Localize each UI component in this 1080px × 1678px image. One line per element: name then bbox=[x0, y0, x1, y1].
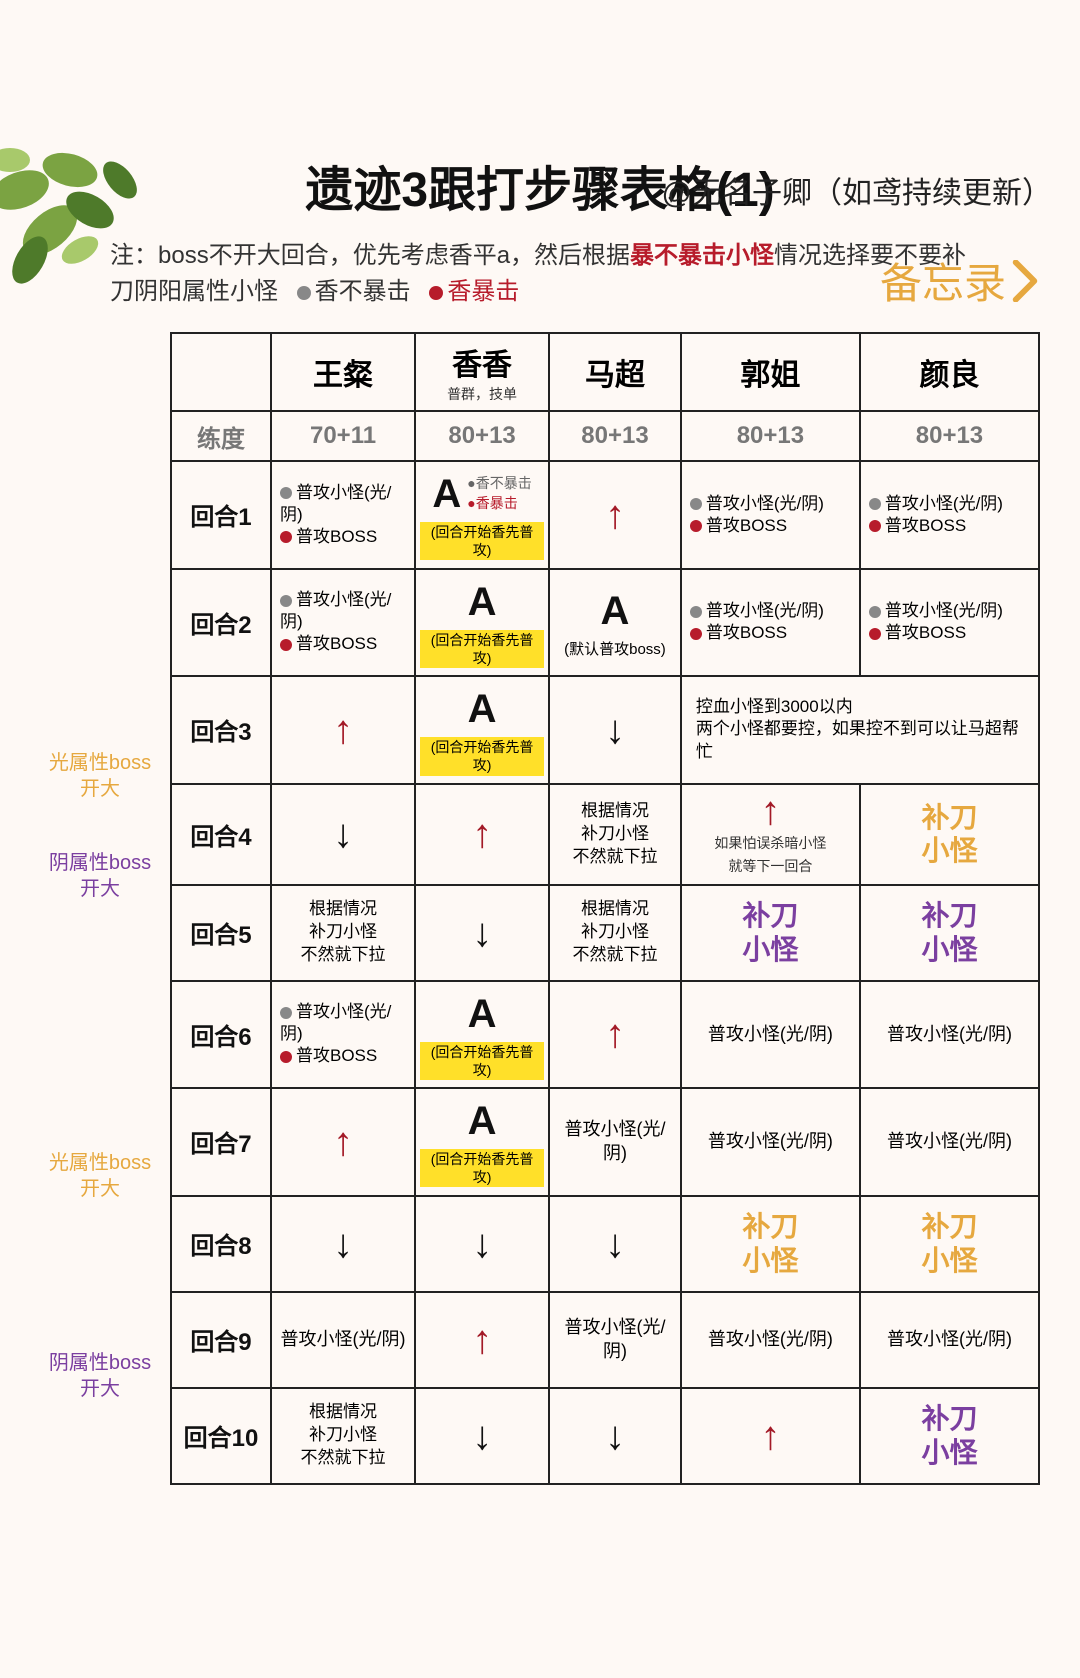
row-header: 回合8 bbox=[171, 1196, 271, 1292]
side-label-light-2: 光属性boss开大 bbox=[40, 1150, 160, 1202]
cell: ↓ bbox=[549, 676, 681, 784]
level-cell: 80+13 bbox=[415, 411, 549, 461]
cell: 根据情况补刀小怪不然就下拉 bbox=[271, 885, 415, 981]
cell: A(回合开始香先普攻) bbox=[415, 981, 549, 1089]
cell: 补刀小怪 bbox=[860, 784, 1039, 885]
cell: A ●香不暴击●香暴击 (回合开始香先普攻) bbox=[415, 461, 549, 569]
cell: ↓ bbox=[415, 1388, 549, 1484]
cell: 普攻小怪(光/阴)普攻BOSS bbox=[860, 569, 1039, 677]
cell: 补刀小怪 bbox=[681, 885, 860, 981]
cell: 补刀小怪 bbox=[860, 1388, 1039, 1484]
side-label-dark-2: 阴属性boss开大 bbox=[40, 1350, 160, 1402]
cell: 补刀小怪 bbox=[860, 1196, 1039, 1292]
row-header: 回合1 bbox=[171, 461, 271, 569]
cell: 普攻小怪(光/阴) bbox=[549, 1292, 681, 1388]
cell: 根据情况补刀小怪不然就下拉 bbox=[549, 784, 681, 885]
row-header: 回合6 bbox=[171, 981, 271, 1089]
level-cell: 70+11 bbox=[271, 411, 415, 461]
memo-label: 备忘录 bbox=[880, 250, 1006, 311]
cell: ↓ bbox=[271, 784, 415, 885]
row-header: 回合2 bbox=[171, 569, 271, 677]
corner-blank bbox=[171, 333, 271, 411]
cell: A(回合开始香先普攻) bbox=[415, 569, 549, 677]
side-label-dark-1: 阴属性boss开大 bbox=[40, 850, 160, 902]
side-label-light-1: 光属性boss开大 bbox=[40, 750, 160, 802]
row-header: 回合9 bbox=[171, 1292, 271, 1388]
col-header: 王粲 bbox=[271, 333, 415, 411]
cell: ↑ bbox=[415, 784, 549, 885]
cell: ↑ bbox=[681, 1388, 860, 1484]
cell: 普攻小怪(光/阴) bbox=[860, 1088, 1039, 1196]
cell: 普攻小怪(光/阴) bbox=[681, 1088, 860, 1196]
chevron-right-icon bbox=[1010, 260, 1040, 302]
row-header: 回合10 bbox=[171, 1388, 271, 1484]
memo-link[interactable]: 备忘录 bbox=[880, 250, 1040, 311]
cell: 普攻小怪(光/阴)普攻BOSS bbox=[271, 461, 415, 569]
credit-text: @无名子卿（如鸢持续更新） bbox=[662, 168, 1052, 212]
cell: 普攻小怪(光/阴) bbox=[549, 1088, 681, 1196]
cell: 普攻小怪(光/阴)普攻BOSS bbox=[271, 569, 415, 677]
level-cell: 80+13 bbox=[549, 411, 681, 461]
col-header: 颜良 bbox=[860, 333, 1039, 411]
cell: 补刀小怪 bbox=[860, 885, 1039, 981]
cell: A(回合开始香先普攻) bbox=[415, 676, 549, 784]
cell: ↑ bbox=[271, 1088, 415, 1196]
cell: ↑ bbox=[415, 1292, 549, 1388]
cell: ↓ bbox=[549, 1388, 681, 1484]
cell: 普攻小怪(光/阴) bbox=[681, 981, 860, 1089]
cell: 补刀小怪 bbox=[681, 1196, 860, 1292]
col-header: 郭姐 bbox=[681, 333, 860, 411]
cell: ↑ bbox=[549, 981, 681, 1089]
cell: ↑ bbox=[549, 461, 681, 569]
row-header: 回合4 bbox=[171, 784, 271, 885]
cell: 普攻小怪(光/阴)普攻BOSS bbox=[681, 569, 860, 677]
col-header: 香香普群，技单 bbox=[415, 333, 549, 411]
cell: 普攻小怪(光/阴) bbox=[860, 1292, 1039, 1388]
level-cell: 80+13 bbox=[681, 411, 860, 461]
cell: ↓ bbox=[415, 1196, 549, 1292]
cell: 普攻小怪(光/阴) bbox=[681, 1292, 860, 1388]
cell: ↓ bbox=[271, 1196, 415, 1292]
row-header: 回合3 bbox=[171, 676, 271, 784]
cell: ↑ bbox=[271, 676, 415, 784]
strategy-table: 王粲 香香普群，技单 马超 郭姐 颜良 练度 70+11 80+13 80+13… bbox=[170, 332, 1040, 1485]
note-text: 注：boss不开大回合，优先考虑香平a，然后根据暴不暴击小怪情况选择要不要补刀阴… bbox=[110, 238, 970, 310]
cell: 普攻小怪(光/阴)普攻BOSS bbox=[681, 461, 860, 569]
level-label: 练度 bbox=[171, 411, 271, 461]
cell: A(默认普攻boss) bbox=[549, 569, 681, 677]
cell: 普攻小怪(光/阴) bbox=[271, 1292, 415, 1388]
row-header: 回合5 bbox=[171, 885, 271, 981]
dot-gray-icon bbox=[297, 286, 311, 300]
leaf-decoration bbox=[0, 130, 200, 350]
cell: A(回合开始香先普攻) bbox=[415, 1088, 549, 1196]
level-cell: 80+13 bbox=[860, 411, 1039, 461]
cell-merged: 控血小怪到3000以内两个小怪都要控，如果控不到可以让马超帮忙 bbox=[681, 676, 1039, 784]
cell: ↓ bbox=[549, 1196, 681, 1292]
cell: 普攻小怪(光/阴)普攻BOSS bbox=[271, 981, 415, 1089]
cell: 普攻小怪(光/阴)普攻BOSS bbox=[860, 461, 1039, 569]
dot-red-icon bbox=[429, 286, 443, 300]
cell: 普攻小怪(光/阴) bbox=[860, 981, 1039, 1089]
cell: ↓ bbox=[415, 885, 549, 981]
cell: 根据情况补刀小怪不然就下拉 bbox=[271, 1388, 415, 1484]
col-header: 马超 bbox=[549, 333, 681, 411]
row-header: 回合7 bbox=[171, 1088, 271, 1196]
cell: 根据情况补刀小怪不然就下拉 bbox=[549, 885, 681, 981]
cell: ↑如果怕误杀暗小怪就等下一回合 bbox=[681, 784, 860, 885]
